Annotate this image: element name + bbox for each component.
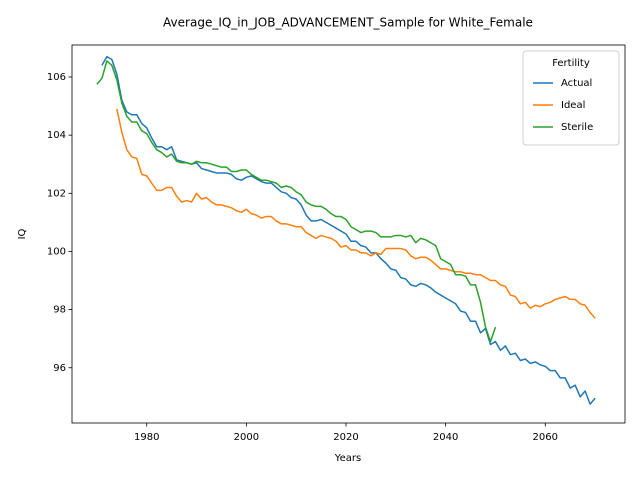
legend-box bbox=[522, 50, 620, 146]
x-axis-label: Years bbox=[334, 453, 361, 464]
legend-label: Actual bbox=[561, 78, 592, 89]
y-tick-label: 102 bbox=[47, 188, 66, 199]
legend-title: Fertility bbox=[552, 58, 590, 69]
series-line bbox=[116, 108, 596, 319]
plot-frame bbox=[71, 44, 626, 424]
y-axis-label: IQ bbox=[17, 228, 28, 239]
chart-title: Average_IQ_in_JOB_ADVANCEMENT_Sample for… bbox=[163, 16, 533, 30]
x-tick-label: 2020 bbox=[333, 432, 358, 443]
y-tick-label: 100 bbox=[47, 246, 66, 257]
y-tick-label: 106 bbox=[47, 72, 66, 83]
legend-label: Ideal bbox=[561, 100, 585, 111]
x-tick-label: 2060 bbox=[533, 432, 558, 443]
y-tick-label: 104 bbox=[47, 130, 66, 141]
y-tick-label: 96 bbox=[53, 363, 66, 374]
x-tick-label: 2040 bbox=[433, 432, 458, 443]
y-tick-label: 98 bbox=[53, 305, 66, 316]
x-tick-label: 2000 bbox=[234, 432, 259, 443]
series-line bbox=[96, 60, 497, 343]
x-tick-label: 1980 bbox=[134, 432, 159, 443]
legend-label: Sterile bbox=[561, 122, 593, 133]
